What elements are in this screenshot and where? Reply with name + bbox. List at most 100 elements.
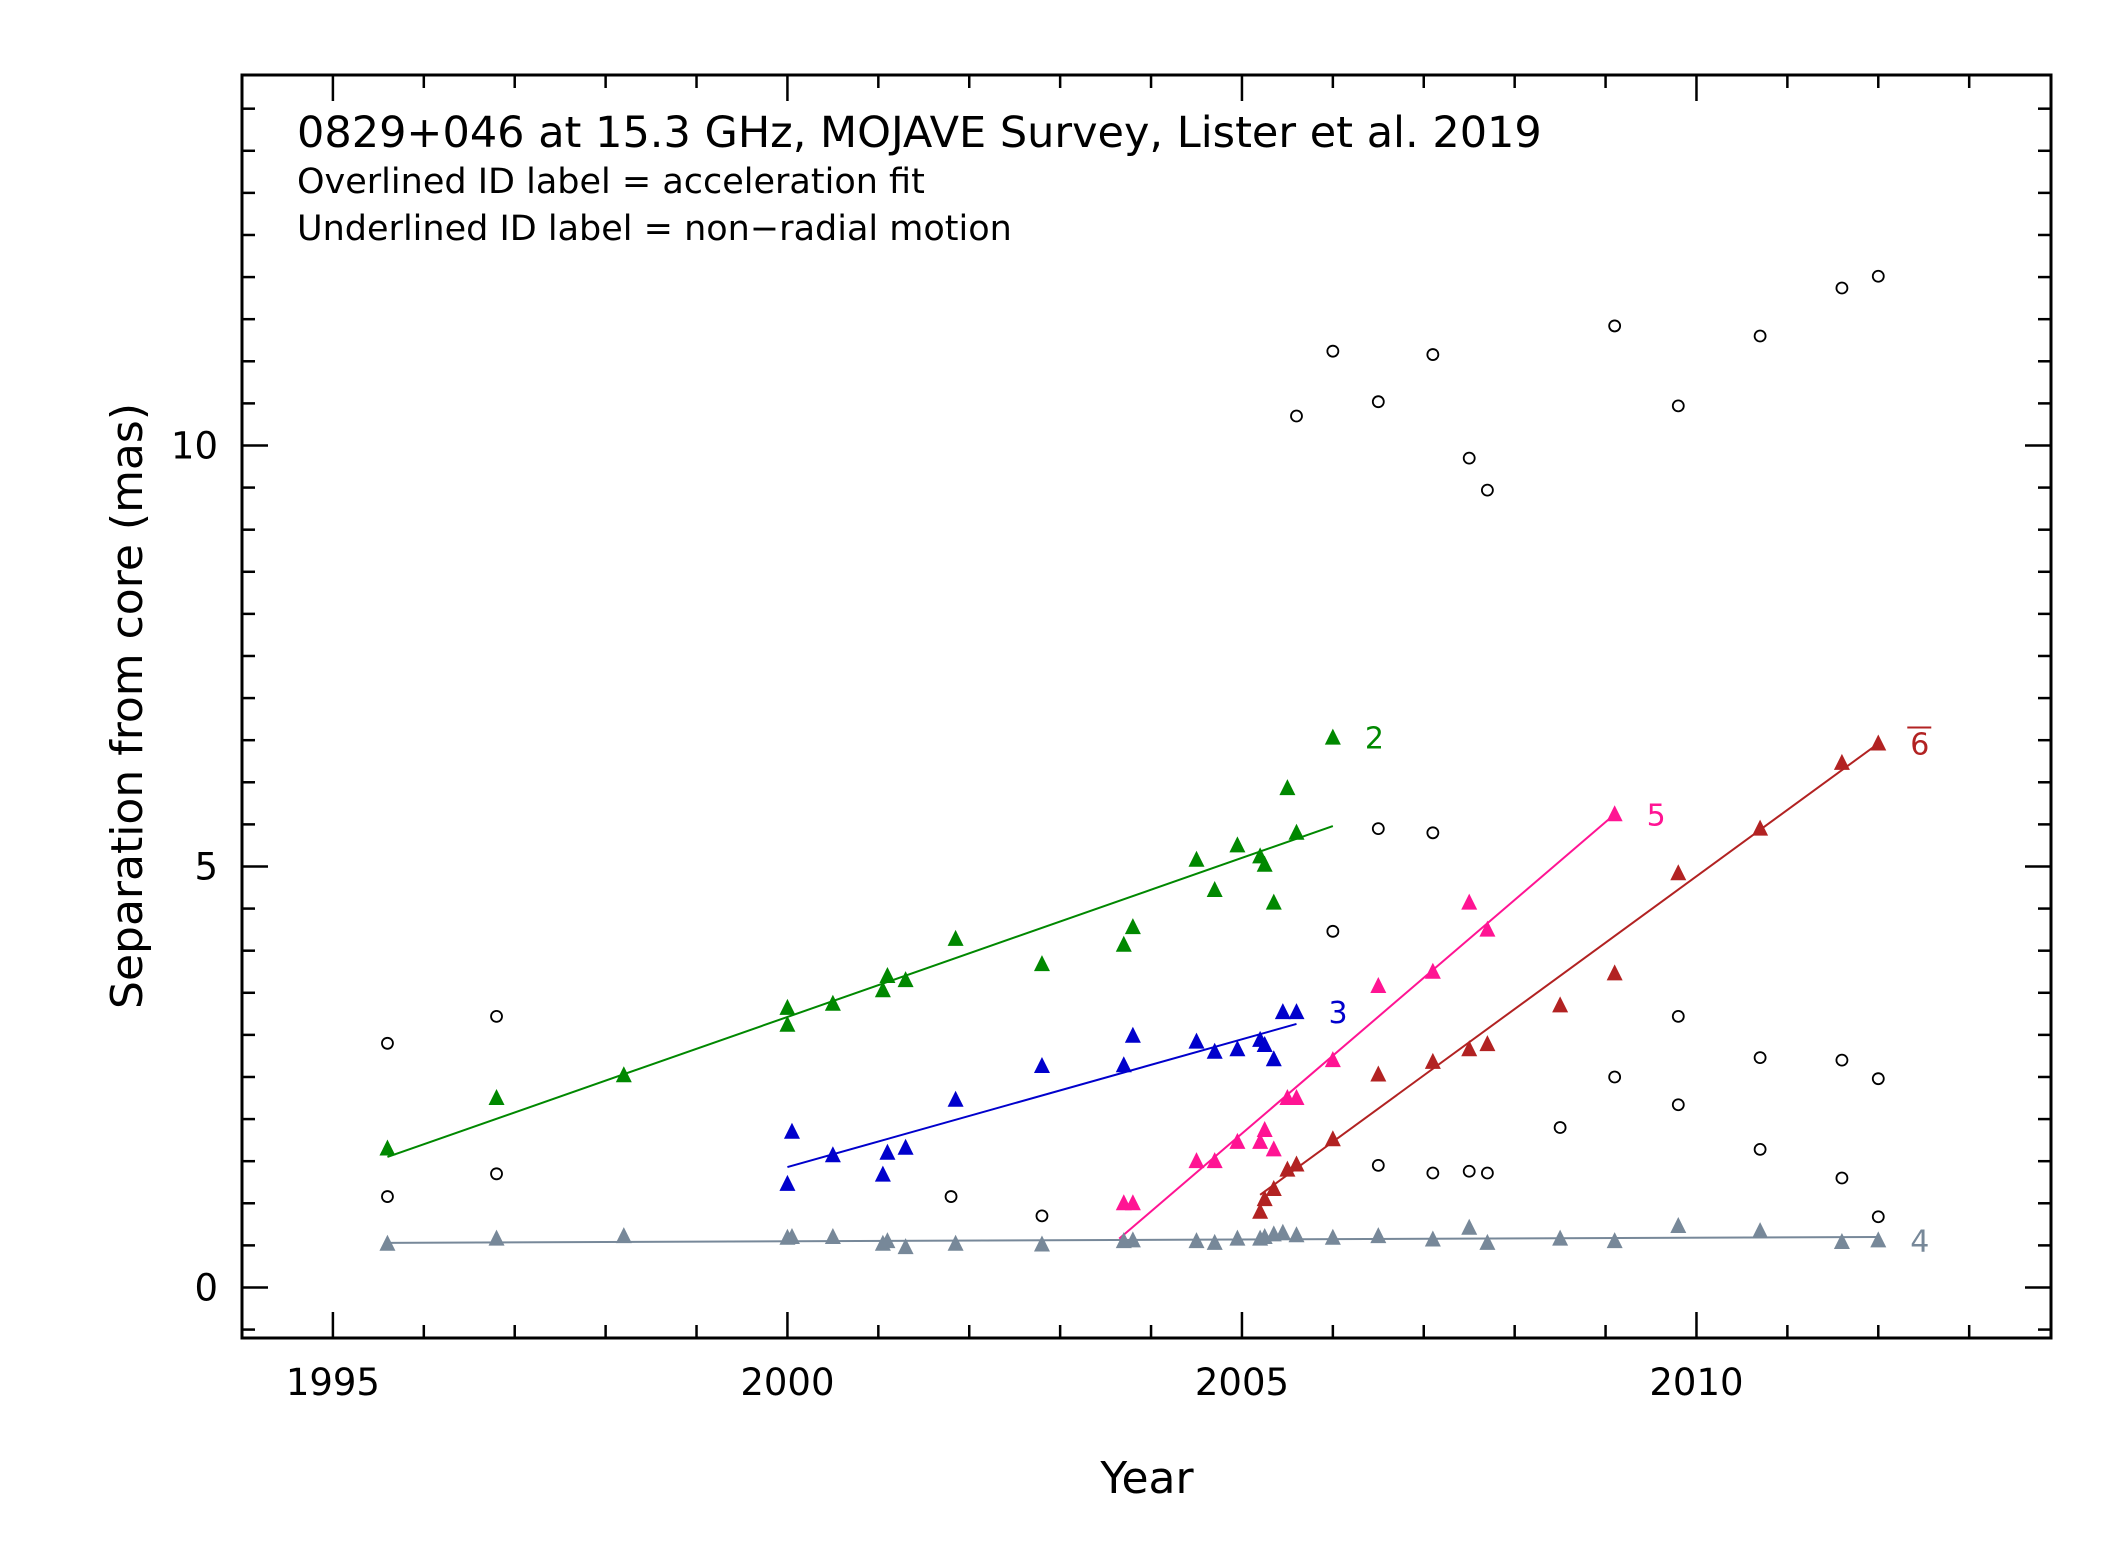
series-2-point — [1256, 855, 1273, 872]
series-2-point — [1265, 893, 1282, 910]
series-6-point — [1752, 819, 1769, 836]
series-3-point — [1206, 1042, 1223, 1059]
series-4-point — [488, 1229, 505, 1246]
series-6-point — [1670, 864, 1687, 881]
unassigned-point — [1871, 269, 1885, 283]
unassigned-point — [1426, 826, 1440, 840]
series-4-point — [783, 1227, 800, 1244]
series-6-point — [1479, 1035, 1496, 1052]
y-tick-label: 5 — [194, 845, 218, 888]
series-3-point — [779, 1174, 796, 1191]
series-5-point — [1188, 1152, 1205, 1169]
series-3-point — [1188, 1032, 1205, 1049]
unassigned-point — [490, 1167, 503, 1181]
unassigned-point — [381, 1190, 394, 1203]
x-tick-label: 2010 — [1649, 1361, 1743, 1404]
unassigned-point — [490, 1009, 503, 1023]
series-2-point — [1188, 850, 1205, 867]
unassigned-point — [1290, 409, 1303, 423]
unassigned-point — [1753, 1142, 1767, 1156]
series-2-point — [897, 971, 914, 988]
series-6-point — [1552, 996, 1569, 1013]
unassigned-point — [1553, 1121, 1567, 1134]
series-3-point — [1256, 1035, 1273, 1052]
series-4-point — [1424, 1230, 1441, 1247]
series-2-point — [779, 1015, 796, 1032]
unassigned-point — [1671, 1098, 1685, 1112]
series-4-point — [824, 1227, 841, 1244]
series-5-point — [1252, 1132, 1269, 1149]
series-3-point — [1115, 1056, 1132, 1073]
unassigned-point — [944, 1190, 958, 1203]
series-4-point — [615, 1227, 632, 1244]
series-label-4: 4 — [1910, 1224, 1929, 1259]
series-5-point — [1461, 893, 1478, 910]
unassigned-point — [1326, 924, 1340, 938]
series-4-point — [1324, 1228, 1341, 1245]
chart-subtitle-2: Underlined ID label = non−radial motion — [297, 209, 1012, 249]
series-4-point — [1752, 1222, 1769, 1239]
series-2-point — [1288, 823, 1305, 840]
series-2-point — [879, 966, 896, 983]
unassigned-point — [1371, 822, 1385, 835]
series-3-point — [1033, 1057, 1050, 1074]
series-2-point — [1115, 935, 1132, 952]
data-points — [379, 269, 1887, 1255]
series-5-point — [1606, 805, 1623, 822]
unassigned-point — [1835, 1053, 1849, 1067]
fit-line-3 — [787, 1022, 1297, 1169]
unassigned-point — [1462, 451, 1476, 465]
series-2-point — [779, 998, 796, 1015]
series-4-point — [1552, 1229, 1569, 1246]
series-4-point — [1461, 1218, 1478, 1235]
series-5-point — [1265, 1140, 1282, 1157]
fit-line-2 — [387, 825, 1334, 1158]
y-tick-label: 0 — [194, 1266, 218, 1309]
series-label-2: 2 — [1365, 722, 1384, 757]
series-4-point — [1033, 1235, 1050, 1252]
unassigned-point — [1035, 1209, 1049, 1223]
series-4-point — [879, 1232, 896, 1249]
series-6-point — [1461, 1040, 1478, 1057]
series-3-point — [1229, 1040, 1246, 1057]
series-5-point — [1206, 1152, 1223, 1169]
series-6-point — [1265, 1179, 1282, 1196]
series-3-point — [1288, 1003, 1305, 1020]
series-4-point — [1670, 1217, 1687, 1234]
unassigned-point — [1835, 1171, 1849, 1185]
series-6-point — [1252, 1202, 1269, 1219]
series-4-point — [1206, 1233, 1223, 1250]
unassigned-point — [1835, 281, 1849, 295]
series-3-point — [1124, 1026, 1141, 1043]
series-labels: 2 3 4 5 6 — [1328, 722, 1932, 1259]
series-4-point — [1124, 1231, 1141, 1248]
y-tick-label: 10 — [171, 424, 218, 467]
series-3-point — [783, 1122, 800, 1139]
series-5-point — [1256, 1121, 1273, 1138]
y-tick-labels: 0 5 10 — [171, 424, 218, 1309]
series-3-point — [897, 1138, 914, 1155]
x-tick-label: 2000 — [740, 1361, 834, 1404]
series-2-point — [874, 981, 891, 998]
series-2-point — [1229, 836, 1246, 853]
series-2-point — [1033, 955, 1050, 972]
series-5-point — [1229, 1132, 1246, 1149]
series-5-point — [1370, 977, 1387, 994]
series-label-6: 6 — [1910, 728, 1929, 763]
series-6-point — [1606, 964, 1623, 981]
unassigned-point — [1608, 319, 1622, 333]
series-4-point — [1288, 1226, 1305, 1243]
plot-frame — [240, 73, 2053, 1340]
series-4-point — [1606, 1232, 1623, 1249]
series-3-point — [1274, 1003, 1291, 1020]
series-3-point — [874, 1165, 891, 1182]
unassigned-point — [1608, 1070, 1622, 1084]
x-tick-label: 1995 — [286, 1361, 380, 1404]
series-4-point — [1370, 1227, 1387, 1244]
series-2-point — [488, 1089, 505, 1106]
series-4-point — [1479, 1233, 1496, 1250]
series-2-point — [1124, 918, 1141, 935]
unassigned-point — [1871, 1072, 1885, 1086]
series-6-point — [1256, 1190, 1273, 1207]
series-5-point — [1124, 1194, 1141, 1211]
